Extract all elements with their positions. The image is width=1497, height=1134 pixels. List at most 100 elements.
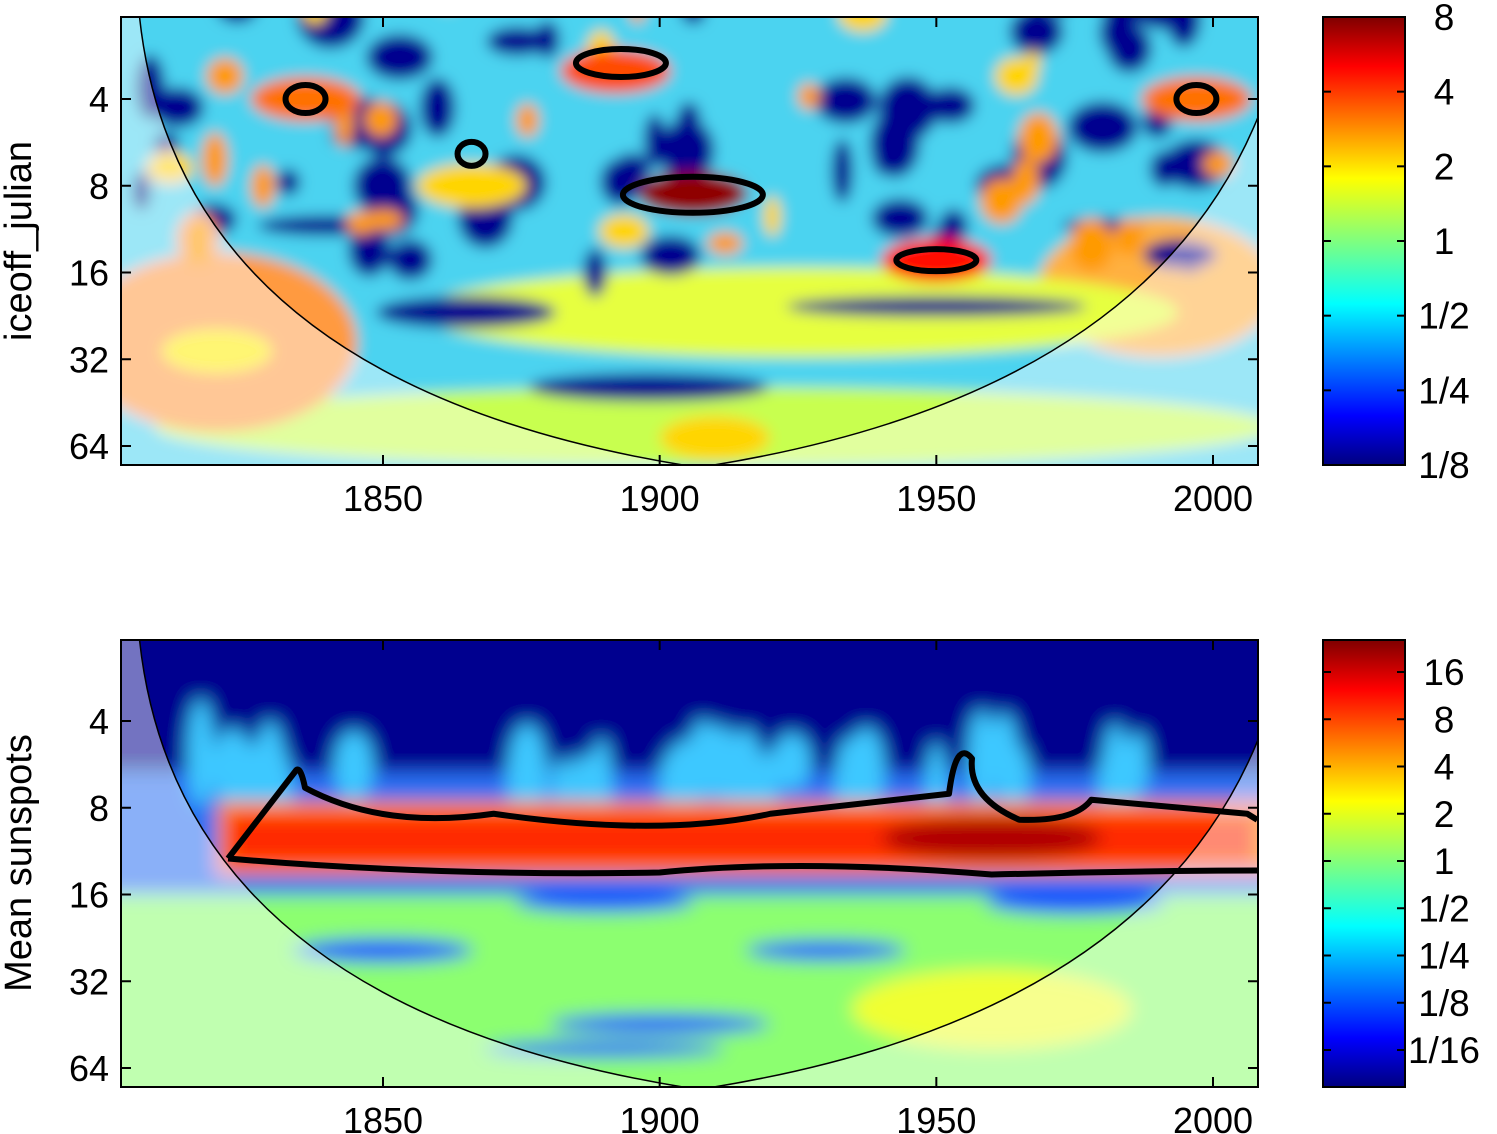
field-patch — [549, 1013, 770, 1034]
field-patch — [1119, 17, 1128, 18]
field-patch — [516, 103, 539, 138]
field-patch — [980, 178, 1023, 224]
power-blob — [637, 171, 748, 216]
field-patch — [682, 17, 705, 24]
y-tick-label: 64 — [69, 426, 109, 467]
field-patch — [1072, 0, 1131, 7]
field-patch — [1048, 0, 1074, 14]
field-patch — [131, 171, 152, 211]
y-tick-label: 8 — [89, 788, 109, 829]
field-patch — [250, 164, 275, 208]
field-patch — [1102, 722, 1128, 814]
field-patch — [984, 890, 1165, 915]
field-patch — [838, 17, 887, 32]
field-patch — [296, 17, 365, 49]
x-tick-label: 1950 — [896, 1100, 976, 1134]
field-patch — [146, 151, 194, 184]
field-patch — [187, 698, 215, 807]
field-patch — [583, 247, 607, 297]
power-blob — [416, 163, 527, 208]
field-patch — [851, 969, 1132, 1050]
colorbar-tick-label: 1/8 — [1418, 445, 1469, 486]
field-patch — [831, 138, 853, 203]
colorbar-tick-label: 1/4 — [1418, 936, 1469, 977]
colorbar-tick-label: 2 — [1434, 146, 1455, 187]
y-tick-label: 4 — [89, 701, 109, 742]
field-patch — [319, 0, 345, 7]
field-patch — [1009, 17, 1064, 55]
y-axis: 4 8 16 32 64 — [69, 701, 1258, 1089]
significance-contour — [1173, 82, 1220, 116]
field-patch — [1114, 218, 1144, 256]
field-patch — [419, 78, 456, 138]
power-blob — [162, 329, 272, 374]
field-patch — [1026, 0, 1050, 17]
colorbar — [1322, 639, 1406, 1088]
colorbar-tick-label: 4 — [1434, 72, 1455, 113]
field-patch — [771, 732, 812, 790]
power-blob — [660, 415, 770, 460]
field-patch — [851, 739, 878, 808]
field-patch — [151, 87, 204, 128]
colorbar-tick-label: 2 — [1434, 794, 1455, 835]
y-tick-label: 32 — [69, 339, 109, 380]
power-field — [121, 0, 1258, 465]
significance-contour — [225, 750, 1258, 878]
field-patch — [293, 938, 473, 963]
plot-frame — [120, 639, 1259, 1088]
significance-contour — [572, 45, 669, 80]
power-blob — [1141, 77, 1252, 121]
field-patch — [514, 892, 695, 913]
field-patch — [535, 21, 560, 59]
significance-contours — [282, 45, 1220, 275]
field-patch — [871, 198, 929, 238]
field-patch — [797, 83, 820, 110]
cone-of-influence-shade — [121, 17, 1258, 465]
field-patch — [763, 196, 781, 237]
field-patch — [760, 0, 820, 4]
x-axis: 1850 1900 1950 2000 — [343, 640, 1253, 1134]
x-axis: 1850 1900 1950 2000 — [343, 17, 1253, 519]
y-axis-label: iceoff_julian — [0, 141, 40, 341]
colorbar-tick-label: 1/2 — [1418, 888, 1469, 929]
field-patch — [221, 17, 254, 23]
cone-of-influence-shade — [121, 640, 1258, 1087]
power-blob — [560, 49, 671, 94]
colorbar-tick-label: 1/4 — [1418, 370, 1469, 411]
x-tick-label: 1950 — [896, 478, 976, 519]
y-tick-label: 16 — [69, 253, 109, 294]
field-patch — [551, 758, 573, 812]
field-patch — [1150, 150, 1179, 187]
field-patch — [366, 34, 434, 80]
x-tick-label: 1900 — [620, 478, 700, 519]
power-blob — [881, 816, 1102, 861]
power-blob — [250, 77, 361, 121]
field-patch — [570, 754, 597, 807]
field-patch — [600, 158, 641, 205]
x-tick-label: 1850 — [343, 478, 423, 519]
x-tick-label: 1850 — [343, 1100, 423, 1134]
y-axis: 4 8 16 32 64 — [69, 79, 1258, 467]
field-patch — [348, 223, 391, 277]
field-patch — [435, 0, 461, 9]
significance-contour — [454, 138, 489, 169]
field-patch — [484, 1041, 725, 1058]
field-patch — [659, 119, 715, 182]
field-patch — [598, 214, 650, 249]
field-patch — [745, 940, 906, 961]
y-tick-label: 4 — [89, 79, 109, 120]
field-patch — [376, 296, 556, 329]
field-patch — [206, 57, 244, 95]
field-patch — [528, 373, 769, 402]
field-patch — [276, 169, 301, 196]
field-patch — [631, 17, 644, 24]
field-patch — [346, 210, 376, 235]
field-patch — [994, 741, 1031, 811]
colorbar-tick-label: 8 — [1434, 0, 1455, 38]
field-patch — [1069, 218, 1114, 272]
field-patch — [870, 116, 895, 175]
colorbar-tick-label: 16 — [1423, 652, 1464, 693]
